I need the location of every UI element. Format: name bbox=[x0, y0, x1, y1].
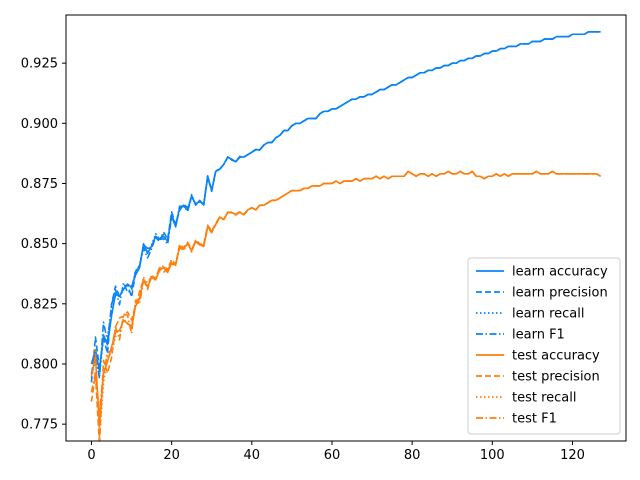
y-axis: 0.775 0.800 0.825 0.850 0.875 0.900 0.925 bbox=[21, 57, 66, 433]
series-line-learn-f1 bbox=[90, 31, 601, 380]
y-tick-label: 0.900 bbox=[21, 117, 58, 132]
legend-label: learn recall bbox=[512, 307, 584, 322]
legend: learn accuracy learn precision learn recal… bbox=[467, 257, 621, 435]
y-tick-label: 0.800 bbox=[21, 357, 58, 372]
y-tick-label: 0.825 bbox=[21, 297, 58, 312]
legend-label: test recall bbox=[512, 391, 577, 406]
y-tick-label: 0.925 bbox=[21, 57, 58, 72]
x-tick-label: 60 bbox=[324, 448, 341, 463]
legend-box bbox=[467, 257, 621, 435]
plot-lines bbox=[90, 31, 601, 441]
legend-label: test precision bbox=[512, 370, 600, 385]
legend-label: learn accuracy bbox=[512, 265, 608, 280]
x-tick-label: 20 bbox=[163, 448, 180, 463]
x-tick-label: 0 bbox=[87, 448, 95, 463]
y-tick-label: 0.875 bbox=[21, 177, 58, 192]
plot-frame bbox=[65, 14, 627, 442]
legend-label: test accuracy bbox=[512, 349, 600, 364]
legend-label: learn precision bbox=[512, 286, 608, 301]
x-tick-label: 80 bbox=[404, 448, 421, 463]
legend-label: test F1 bbox=[512, 412, 557, 427]
legend-label: learn F1 bbox=[512, 328, 565, 343]
x-tick-label: 40 bbox=[244, 448, 261, 463]
series-line-test-f1 bbox=[90, 170, 601, 414]
y-tick-label: 0.775 bbox=[21, 418, 58, 433]
x-tick-label: 120 bbox=[560, 448, 585, 463]
x-axis: 0 20 40 60 80 100 120 bbox=[87, 441, 585, 463]
y-tick-label: 0.850 bbox=[21, 237, 58, 252]
x-tick-label: 100 bbox=[480, 448, 505, 463]
